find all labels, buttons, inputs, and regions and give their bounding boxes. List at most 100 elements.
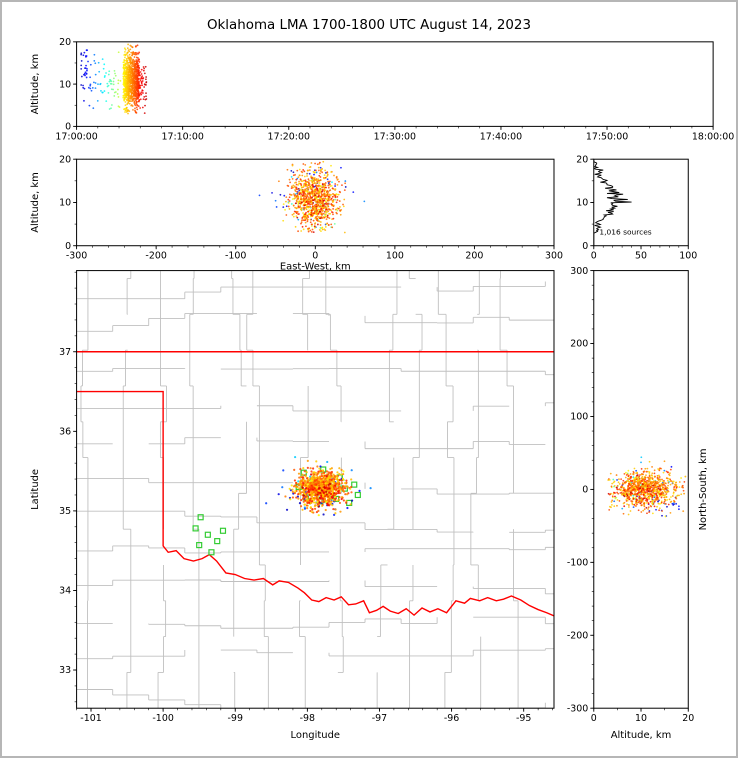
source-dot (310, 186, 313, 189)
station-marker (197, 514, 204, 521)
source-dot (303, 175, 306, 178)
source-dot (344, 487, 347, 490)
source-dot (107, 91, 110, 94)
source-dot (627, 504, 630, 506)
source-dot (324, 206, 326, 209)
source-dot (338, 483, 341, 486)
source-dot (674, 488, 677, 491)
source-dot (308, 227, 311, 230)
source-dot (663, 498, 666, 501)
source-dot (671, 480, 674, 483)
source-dot (635, 498, 638, 501)
source-dot (671, 502, 674, 505)
source-dot (135, 56, 138, 59)
source-dot (326, 460, 329, 464)
source-dot (290, 187, 293, 190)
source-dot (315, 205, 318, 208)
source-dot (314, 171, 317, 174)
source-dot (101, 58, 104, 61)
source-dot (300, 195, 302, 197)
panel-frame (593, 158, 689, 247)
source-dot (647, 506, 650, 509)
source-dot (625, 493, 628, 495)
source-dot (320, 494, 323, 497)
source-dot (124, 62, 127, 65)
source-dot (310, 225, 313, 227)
source-dot (134, 79, 136, 81)
source-dot (321, 199, 324, 202)
source-dot (296, 216, 299, 219)
source-dot (127, 112, 129, 115)
source-dot (630, 486, 633, 489)
source-dot (640, 473, 643, 476)
source-dot (636, 474, 639, 476)
source-dot (648, 488, 651, 490)
source-dot (311, 181, 314, 183)
source-dot (350, 491, 353, 494)
source-dot (319, 491, 322, 494)
source-dot (640, 492, 643, 495)
source-dot (337, 498, 340, 502)
source-dot (301, 497, 305, 500)
source-dot (136, 82, 139, 85)
y-tick-label: 10 (576, 198, 588, 209)
source-dot (318, 229, 321, 231)
source-dot (124, 94, 127, 96)
source-dot (655, 508, 657, 511)
source-dot (291, 496, 295, 499)
source-dot (327, 184, 330, 187)
source-dot (635, 500, 638, 503)
source-dot (303, 492, 306, 495)
source-dot (298, 206, 301, 209)
source-dot (293, 193, 295, 195)
source-dot (84, 55, 87, 57)
source-dot (653, 505, 656, 508)
source-dot (305, 208, 308, 211)
source-dot (300, 189, 303, 192)
source-dot (306, 169, 309, 172)
source-dot (116, 93, 119, 95)
source-dot (317, 505, 320, 508)
source-dot (648, 497, 650, 499)
source-dot (625, 500, 628, 502)
source-dot (643, 492, 645, 495)
source-dot (661, 514, 663, 517)
source-dot (298, 476, 301, 479)
source-dot (132, 90, 135, 93)
source-dot (114, 91, 117, 93)
source-dot (129, 69, 131, 72)
source-dot (344, 182, 347, 185)
source-dot (321, 183, 324, 186)
source-dot (369, 487, 372, 490)
source-dot (114, 72, 116, 75)
y-tick-label: -100 (567, 558, 588, 569)
source-dot (317, 178, 320, 181)
x-axis-label: Longitude (291, 730, 340, 741)
source-dot (314, 199, 316, 202)
source-dot (342, 470, 345, 473)
y-tick-label: -300 (567, 703, 588, 714)
source-dot (127, 51, 129, 54)
source-dot (316, 500, 319, 503)
source-dot (340, 209, 343, 211)
source-dot (324, 197, 326, 199)
source-dot (323, 486, 326, 489)
source-dot (132, 108, 134, 111)
source-dot (123, 92, 126, 95)
source-dot (319, 484, 323, 487)
source-dot (607, 479, 610, 481)
source-dot (305, 487, 308, 490)
source-dot (293, 479, 296, 482)
source-dot (313, 192, 316, 195)
source-dot (304, 475, 307, 478)
source-dot (648, 482, 651, 485)
source-dot (334, 508, 337, 511)
source-dot (302, 488, 305, 491)
source-dot (310, 213, 313, 216)
source-dot (336, 476, 339, 479)
source-dot (633, 488, 636, 490)
source-dot (136, 52, 138, 54)
source-dot (301, 478, 304, 481)
source-dot (113, 69, 116, 72)
source-dot (135, 92, 138, 94)
